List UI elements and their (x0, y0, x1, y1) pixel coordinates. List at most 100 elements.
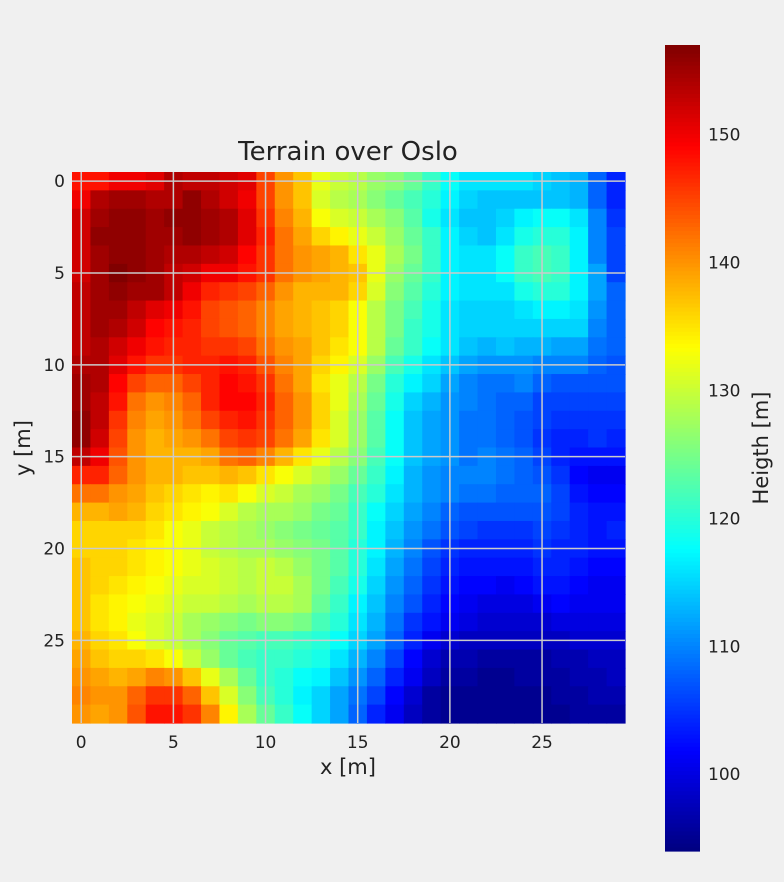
heatmap-cell (403, 557, 423, 577)
heatmap-cell (459, 282, 479, 302)
heatmap-cell (477, 300, 497, 320)
heatmap-cell (90, 704, 110, 724)
heatmap-cell (403, 392, 423, 412)
colorbar-segment (665, 528, 700, 534)
heatmap-cell (108, 686, 128, 706)
heatmap-cell (588, 520, 608, 540)
heatmap-cell (606, 667, 626, 687)
colorbar-segment (665, 206, 700, 211)
colorbar-segment (665, 45, 700, 50)
heatmap-cell (237, 337, 257, 357)
heatmap-cell (366, 337, 386, 357)
heatmap-cell (569, 502, 589, 522)
heatmap-cell (588, 502, 608, 522)
colorbar-segment (665, 246, 700, 252)
heatmap-cell (588, 612, 608, 632)
colorbar-segment (665, 137, 700, 143)
colorbar-segment (665, 709, 700, 715)
heatmap-cell (90, 190, 110, 210)
heatmap-cell (182, 245, 202, 265)
heatmap-cell (145, 576, 165, 596)
heatmap-cell (182, 704, 202, 724)
heatmap-cell (606, 520, 626, 540)
heatmap-cell (293, 410, 313, 430)
heatmap-cell (514, 686, 534, 706)
heatmap-cell (569, 410, 589, 430)
colorbar-segment (665, 403, 700, 409)
heatmap-cell (459, 557, 479, 577)
colorbar-segment (665, 367, 700, 373)
heatmap-cell (385, 337, 405, 357)
y-tick-label: 15 (43, 448, 65, 468)
colorbar-segment (665, 625, 700, 630)
heatmap-cell (551, 245, 571, 265)
heatmap-cell (219, 502, 239, 522)
colorbar-segment (665, 93, 700, 98)
heatmap-cell (90, 465, 110, 485)
heatmap-cell (274, 557, 294, 577)
heatmap-cell (422, 282, 442, 302)
heatmap-cell (514, 649, 534, 669)
heatmap-cell (569, 337, 589, 357)
colorbar-segment (665, 685, 700, 691)
heatmap-cell (403, 190, 423, 210)
heatmap-cell (422, 227, 442, 247)
heatmap-cell (201, 686, 221, 706)
heatmap-cell (422, 612, 442, 632)
colorbar-segment (665, 121, 700, 127)
colorbar-segment (665, 665, 700, 671)
colorbar-segment (665, 399, 700, 405)
heatmap-cell (219, 649, 239, 669)
heatmap-cell (201, 520, 221, 540)
heatmap-cell (588, 300, 608, 320)
colorbar-segment (665, 125, 700, 131)
heatmap-cell (330, 557, 350, 577)
heatmap-cell (219, 410, 239, 430)
heatmap-cell (330, 465, 350, 485)
heatmap-cell (237, 392, 257, 412)
heatmap-cell (127, 612, 147, 632)
colorbar-segment (665, 443, 700, 449)
y-tick-label: 5 (54, 264, 65, 284)
heatmap-cell (514, 410, 534, 430)
colorbar-segment (665, 629, 700, 634)
heatmap-cell (274, 594, 294, 614)
heatmap-cell (145, 686, 165, 706)
heatmap-cell (606, 282, 626, 302)
heatmap-cell (145, 245, 165, 265)
heatmap-cell (90, 282, 110, 302)
heatmap-cell (274, 649, 294, 669)
heatmap-cell (366, 649, 386, 669)
heatmap-cell (127, 208, 147, 228)
heatmap-cell (459, 410, 479, 430)
heatmap-cell (403, 318, 423, 338)
heatmap-cell (293, 429, 313, 449)
heatmap-cell (201, 649, 221, 669)
heatmap-cell (145, 465, 165, 485)
heatmap-cell (127, 374, 147, 393)
colorbar-segment (665, 774, 700, 780)
colorbar-segment (665, 250, 700, 256)
colorbar-segment (665, 165, 700, 171)
heatmap-cell (551, 410, 571, 430)
heatmap-cell (477, 374, 497, 393)
colorbar-segment (665, 576, 700, 582)
colorbar-segment (665, 230, 700, 236)
heatmap-cell (366, 502, 386, 522)
heatmap-cell (311, 704, 331, 724)
colorbar-segment (665, 798, 700, 804)
heatmap-cell (274, 667, 294, 687)
heatmap-cell (145, 649, 165, 669)
colorbar-segment (665, 375, 700, 381)
heatmap-cell (219, 667, 239, 687)
heatmap-cell (311, 520, 331, 540)
heatmap-cell (293, 520, 313, 540)
heatmap-cell (385, 704, 405, 724)
x-axis-label: x [m] (320, 755, 376, 779)
heatmap-cell (182, 649, 202, 669)
heatmap-cell (551, 300, 571, 320)
heatmap-cell (606, 686, 626, 706)
colorbar-segment (665, 568, 700, 574)
colorbar-segment (665, 290, 700, 296)
heatmap-cell (219, 208, 239, 228)
